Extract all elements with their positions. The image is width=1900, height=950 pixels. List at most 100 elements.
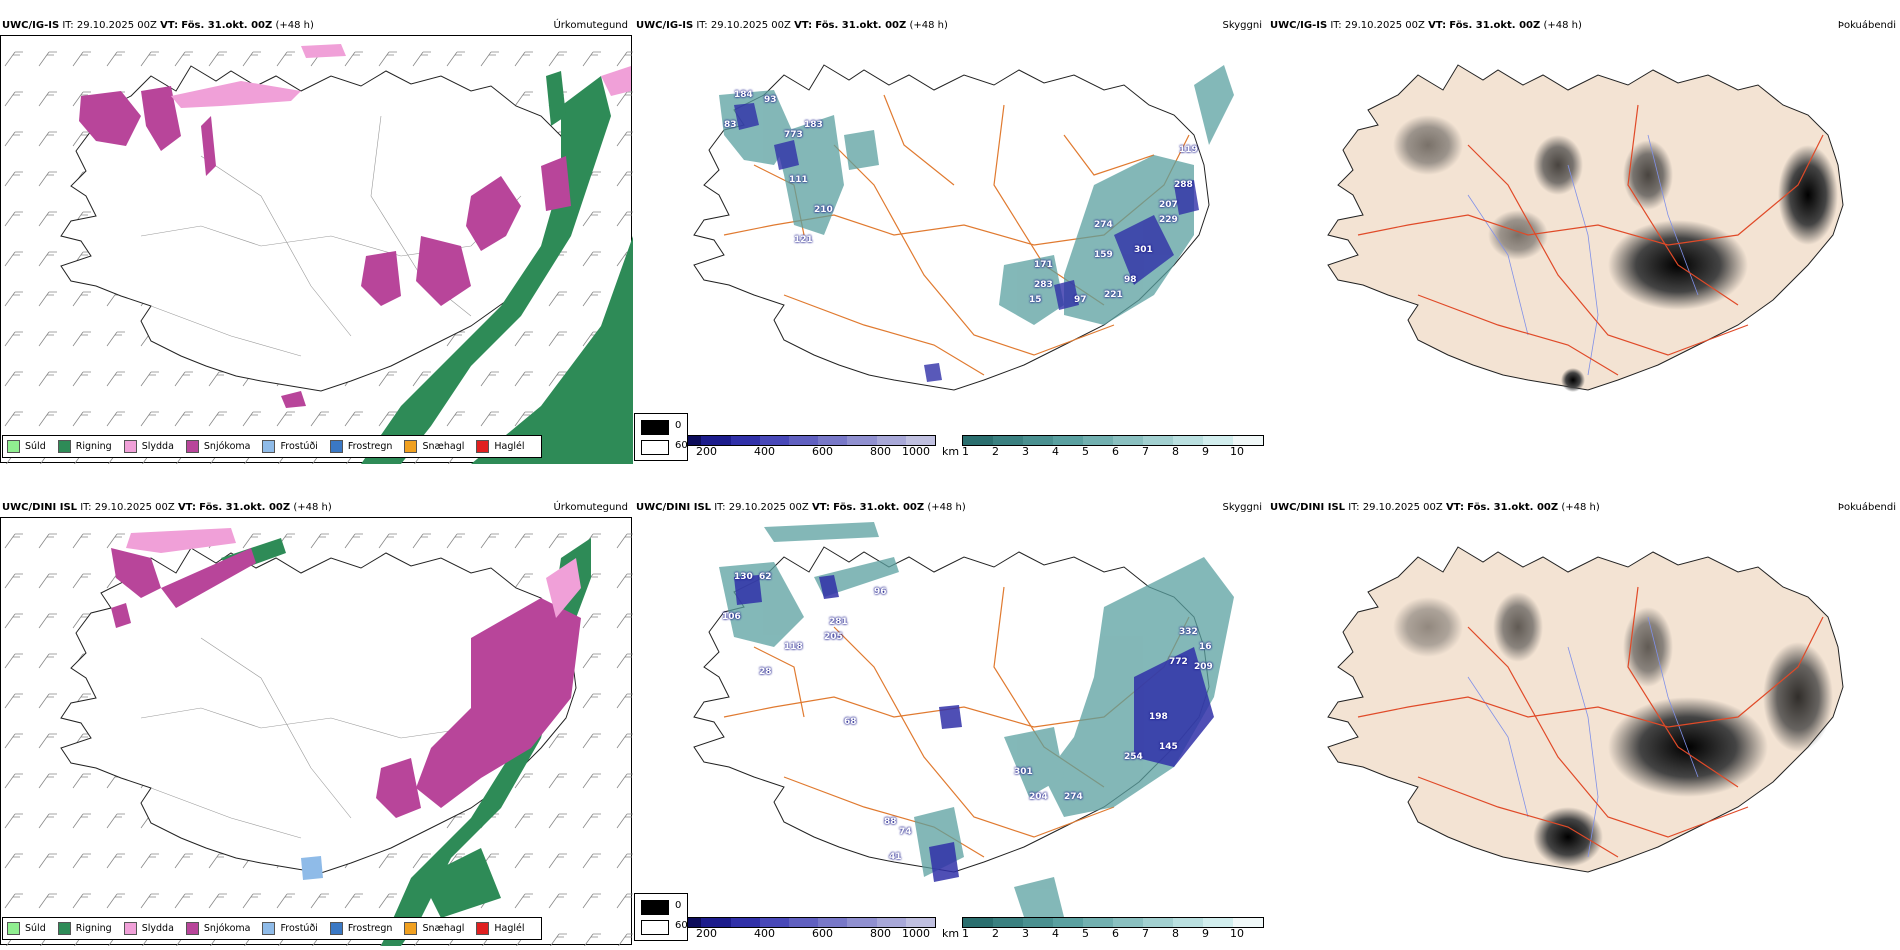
lead-time: (+48 h): [275, 20, 314, 31]
visibility-map-svg: [693, 64, 1234, 391]
legend-label: Frostregn: [347, 923, 393, 934]
legend-label: Snjókoma: [203, 923, 251, 934]
fog-areas: [1393, 115, 1838, 392]
colorbar-tick: 1: [962, 927, 969, 940]
visibility-colorbar-km: km 1 2 3 4 5 6 7 8 9 10: [942, 435, 1266, 463]
legend-swatch: [57, 440, 71, 453]
colorbar-tick: 8: [1172, 445, 1179, 458]
legend-item-rain: Rigning: [57, 440, 112, 453]
visibility-value-label: 171: [1034, 260, 1053, 270]
visibility-value-label: 301: [1014, 767, 1033, 777]
panel-title: Skyggni: [1222, 20, 1262, 31]
lead-time: (+48 h): [927, 502, 966, 513]
freezing-drizzle-areas: [301, 856, 323, 880]
legend-item-hail: Haglél: [476, 922, 525, 935]
visibility-colorbar-km: km 1 2 3 4 5 6 7 8 9 10: [942, 917, 1266, 945]
precip-map[interactable]: [0, 517, 633, 946]
visibility-value-label: 83: [724, 120, 737, 130]
colorbar-tick: 10: [1230, 445, 1244, 458]
colorbar-tick: 200: [696, 445, 717, 458]
rivers: [1467, 616, 1699, 858]
snow-areas: [111, 548, 581, 818]
visibility-value-label: 274: [1094, 220, 1113, 230]
visibility-value-label: 210: [814, 205, 833, 215]
legend-label: Snæhagl: [422, 923, 465, 934]
legend-item-freezing-drizzle: Frostúði: [262, 440, 318, 453]
fog-swatch-black: [641, 900, 669, 915]
colorbar-tick: 6: [1112, 445, 1119, 458]
colorbar-tick: 10: [1230, 927, 1244, 940]
colorbar-unit: km: [942, 927, 960, 940]
visibility-value-label: 15: [1029, 295, 1042, 305]
it-value: 29.10.2025 00Z: [1362, 502, 1443, 513]
roads: [1357, 104, 1824, 376]
fog-legend-top: 0 60: [634, 413, 688, 461]
colorbar-tick: 800: [870, 445, 891, 458]
precip-map-svg: [1, 36, 633, 464]
colorbar-tick: 3: [1022, 927, 1029, 940]
legend-swatch: [404, 440, 418, 453]
it-value: 29.10.2025 00Z: [76, 20, 157, 31]
legend-swatch: [185, 440, 199, 453]
rain-band: [361, 71, 633, 464]
precip-legend: Súld Rigning Slydda Snjókoma Frostúði Fr…: [2, 917, 542, 940]
it-label: IT:: [714, 502, 726, 513]
vt-label: VT:: [177, 502, 196, 513]
legend-item-drizzle: Súld: [7, 922, 46, 935]
legend-swatch: [57, 922, 71, 935]
colorbar-tick: 2: [992, 927, 999, 940]
legend-item-snow-pellets: Snæhagl: [404, 922, 464, 935]
vt-value: Fös. 31.okt. 00Z: [833, 502, 925, 513]
fog-label-60: 60: [675, 440, 688, 451]
colorbar-tick: 2: [992, 445, 999, 458]
legend-swatch: [476, 440, 490, 453]
panel-precip-type-igis: UWC/IG-IS IT: 29.10.2025 00Z VT: Fös. 31…: [0, 0, 633, 465]
colorbar-tick: 9: [1202, 927, 1209, 940]
legend-label: Slydda: [141, 923, 174, 934]
legend-item-sleet: Slydda: [123, 440, 174, 453]
legend-swatch: [7, 922, 20, 935]
visibility-value-label: 98: [1124, 275, 1137, 285]
visibility-value-label: 130: [734, 572, 753, 582]
legend-label: Rigning: [75, 923, 112, 934]
legend-item-drizzle: Súld: [7, 440, 46, 453]
colorbar-tick: 1000: [902, 445, 930, 458]
vt-value: Fös. 31.okt. 00Z: [1449, 20, 1541, 31]
colorbar-tick: 4: [1052, 927, 1059, 940]
legend-label: Súld: [25, 441, 46, 452]
vt-label: VT:: [1445, 502, 1464, 513]
roads-grey: [140, 115, 522, 357]
legend-swatch: [404, 922, 418, 935]
fog-swatch-black: [641, 420, 669, 435]
sleet-areas: [171, 44, 631, 108]
legend-swatch: [7, 440, 20, 453]
fog-label-0: 0: [675, 420, 682, 431]
roads: [1357, 586, 1824, 858]
precip-map[interactable]: [0, 35, 633, 464]
vis-labels-bottom: 130 62 106 205 281 118 28 96 68 332 772 209 16 198 254…: [634, 517, 1266, 917]
it-label: IT:: [80, 502, 92, 513]
legend-item-snow: Snjókoma: [185, 440, 251, 453]
visibility-value-label: 204: [1029, 792, 1048, 802]
panel-fog-igis: UWC/IG-IS IT: 29.10.2025 00Z VT: Fös. 31…: [1268, 0, 1900, 465]
legend-label: Snjókoma: [203, 441, 251, 452]
visibility-value-label: 119: [1179, 145, 1198, 155]
legend-item-freezing-rain: Frostregn: [329, 922, 393, 935]
fog-legend-bottom: 0 60: [634, 893, 688, 941]
fog-map[interactable]: [1268, 517, 1900, 945]
visibility-map[interactable]: [634, 517, 1266, 945]
snow-areas: [79, 86, 571, 408]
visibility-map[interactable]: [634, 35, 1266, 463]
legend-swatch: [329, 440, 343, 453]
fog-map[interactable]: [1268, 35, 1900, 463]
colorbar-bar: [962, 435, 1264, 446]
sleet-areas: [126, 528, 581, 618]
legend-label: Haglél: [494, 923, 525, 934]
precip-legend: Súld Rigning Slydda Snjókoma Frostúði Fr…: [2, 435, 542, 458]
legend-swatch: [262, 922, 276, 935]
panel-title: Úrkomutegund: [553, 502, 628, 513]
colorbar-tick: 400: [754, 445, 775, 458]
vt-value: Fös. 31.okt. 00Z: [1467, 502, 1559, 513]
vt-label: VT:: [811, 502, 830, 513]
visibility-value-label: 41: [889, 852, 902, 862]
